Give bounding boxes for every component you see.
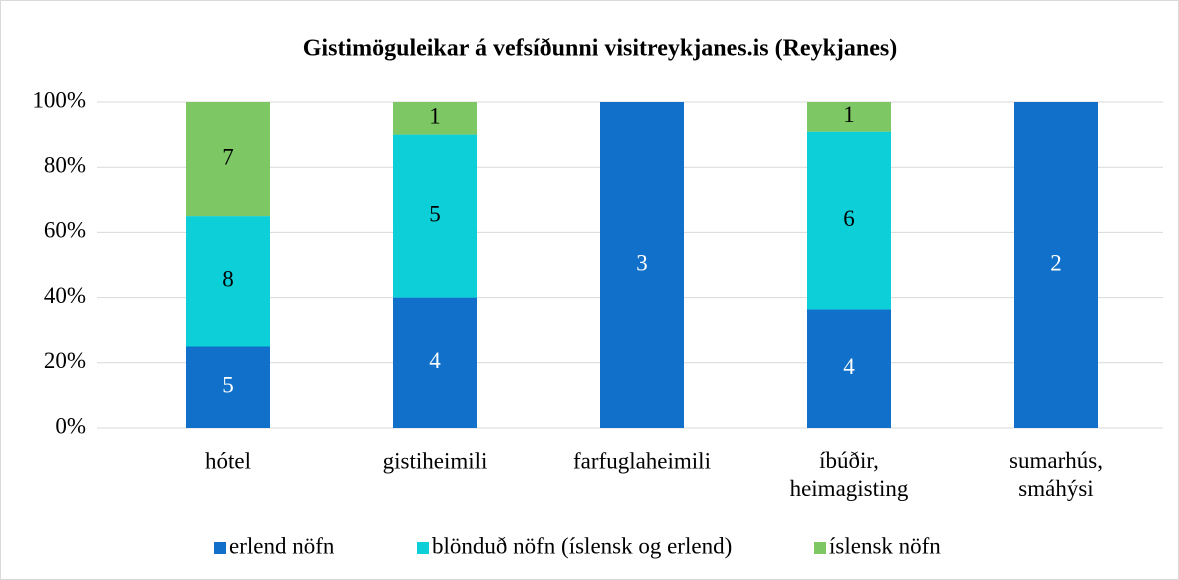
bar-segment: [186, 216, 270, 347]
data-label: 6: [843, 206, 855, 231]
bar-segment: [186, 346, 270, 428]
y-tick-label: 0%: [55, 413, 86, 438]
x-tick-line: smáhýsi: [1018, 476, 1093, 501]
x-tick-line: íbúðir,: [819, 448, 879, 473]
x-tick-label: farfuglaheimili: [573, 448, 711, 473]
bar-segment: [807, 309, 891, 428]
y-tick-label: 60%: [44, 218, 86, 243]
bar-segment: [393, 134, 477, 298]
y-tick-label: 80%: [44, 152, 86, 177]
data-label: 5: [429, 201, 441, 226]
x-tick-line: heimagisting: [790, 476, 909, 501]
data-label: 1: [429, 104, 441, 129]
x-tick-label: hótel: [205, 448, 251, 473]
bar-segment: [807, 131, 891, 310]
bar-segment: [186, 102, 270, 217]
data-label: 4: [429, 348, 441, 373]
bar-segment: [600, 102, 684, 428]
bar-segment: [807, 102, 891, 132]
data-label: 8: [222, 267, 234, 292]
data-label: 3: [636, 250, 648, 275]
chart-title: Gistimöguleikar á vefsíðunni visitreykja…: [303, 36, 897, 62]
x-tick-label: sumarhús, smáhýsi: [1009, 448, 1103, 501]
data-label: 5: [222, 373, 234, 398]
legend-label: íslensk nöfn: [829, 533, 941, 558]
bar-segment: [393, 102, 477, 135]
bar-segment: [1014, 102, 1098, 428]
legend-label: erlend nöfn: [229, 533, 335, 558]
data-label: 2: [1050, 250, 1062, 275]
legend-swatch: [214, 542, 226, 554]
data-label: 1: [843, 102, 855, 127]
y-tick-label: 100%: [32, 87, 86, 112]
x-tick-label: íbúðir, heimagisting: [790, 448, 909, 501]
y-tick-label: 20%: [44, 348, 86, 373]
y-tick-label: 40%: [44, 283, 86, 308]
data-label: 4: [843, 354, 855, 379]
x-tick-label: gistiheimili: [383, 448, 488, 473]
data-label: 7: [222, 144, 234, 169]
x-tick-line: sumarhús,: [1009, 448, 1103, 473]
bar-segment: [393, 297, 477, 428]
legend-swatch: [417, 542, 429, 554]
legend-label: blönduð nöfn (íslensk og erlend): [432, 533, 732, 558]
legend-swatch: [814, 542, 826, 554]
